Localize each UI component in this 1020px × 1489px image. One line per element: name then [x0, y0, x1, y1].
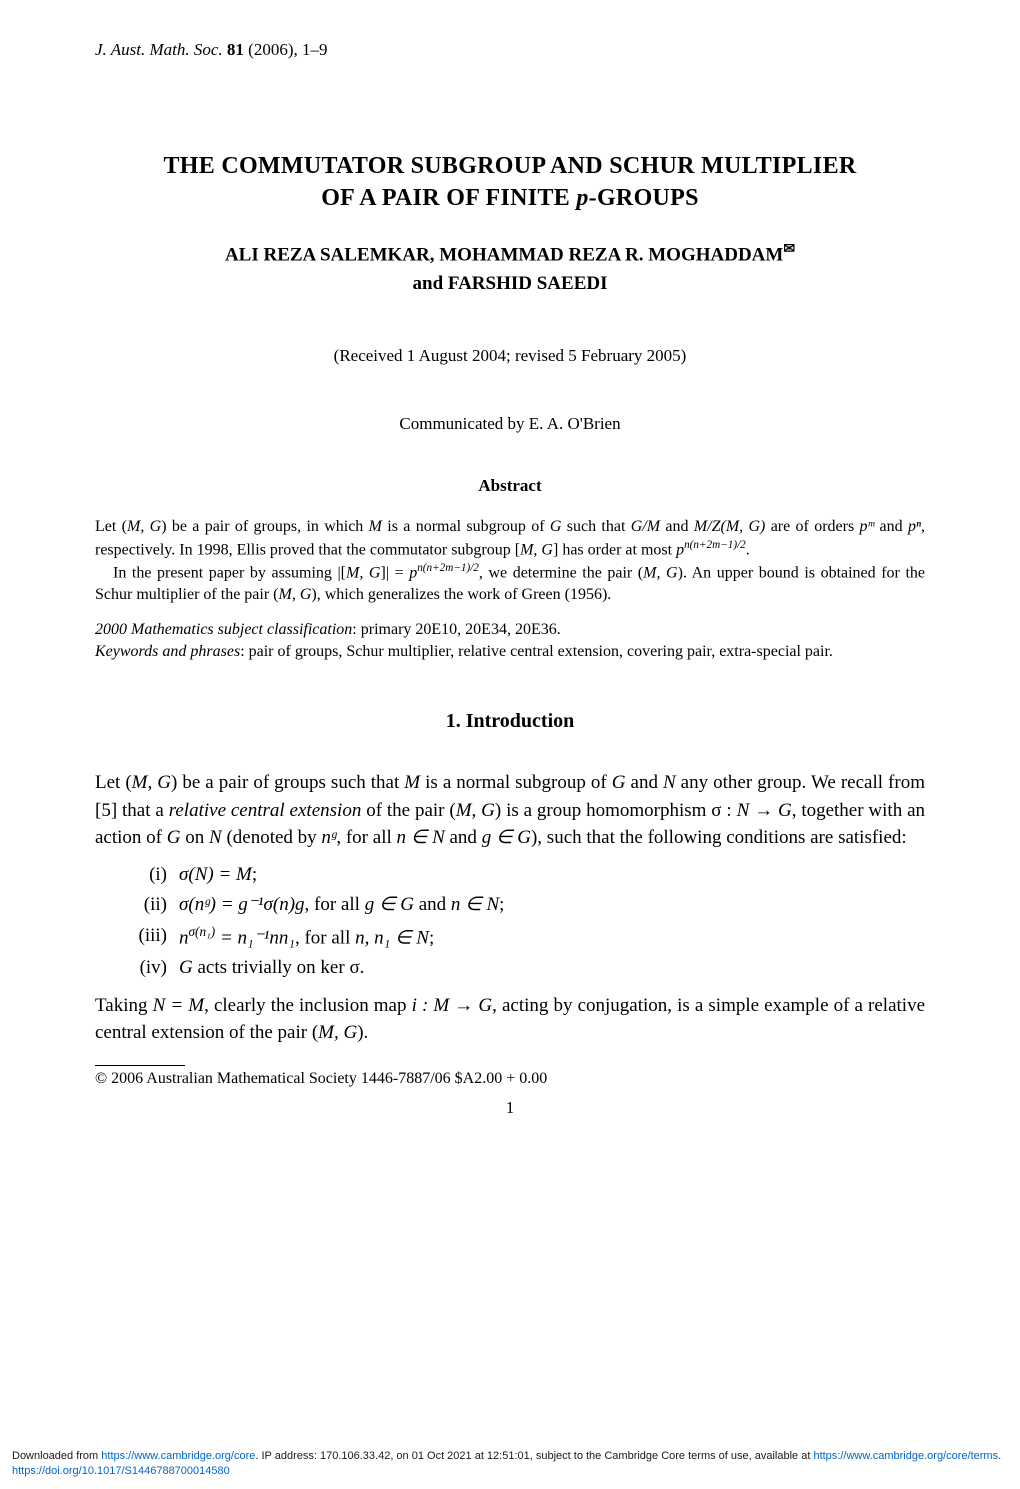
- keywords-label: Keywords and phrases: [95, 643, 240, 660]
- cambridge-terms-link[interactable]: https://www.cambridge.org/core/terms: [813, 1450, 998, 1462]
- condition-iii: (iii) nσ(n₁) = n₁⁻¹nn₁, for all n, n₁ ∈ …: [123, 921, 925, 954]
- msc-value: : primary 20E10, 20E34, 20E36.: [352, 621, 560, 638]
- communicated-line: Communicated by E. A. O'Brien: [95, 414, 925, 434]
- journal-volume: 81: [227, 40, 244, 59]
- keywords: Keywords and phrases: pair of groups, Sc…: [95, 641, 925, 663]
- authors-and: and: [413, 273, 448, 294]
- paper-title: THE COMMUTATOR SUBGROUP AND SCHUR MULTIP…: [95, 150, 925, 215]
- msc-classification: 2000 Mathematics subject classification:…: [95, 619, 925, 641]
- keywords-value: : pair of groups, Schur multiplier, rela…: [240, 643, 833, 660]
- abstract-p1: Let (M, G) be a pair of groups, in which…: [95, 516, 925, 561]
- journal-header: J. Aust. Math. Soc. 81 (2006), 1–9: [95, 40, 925, 60]
- section-1-heading: 1. Introduction: [95, 710, 925, 733]
- conditions-list: (i) σ(N) = M; (ii) σ(nᵍ) = g⁻¹σ(n)g, for…: [123, 860, 925, 984]
- corresponding-icon: ✉: [783, 242, 795, 257]
- page-number: 1: [95, 1098, 925, 1118]
- footnote-rule: [95, 1065, 185, 1066]
- abstract-body: Let (M, G) be a pair of groups, in which…: [95, 516, 925, 605]
- section1-p2: Taking N = M, clearly the inclusion map …: [95, 992, 925, 1047]
- abstract-p2: In the present paper by assuming |[M, G]…: [95, 561, 925, 606]
- condition-ii: (ii) σ(nᵍ) = g⁻¹σ(n)g, for all g ∈ G and…: [123, 890, 925, 920]
- journal-year-pages: (2006), 1–9: [248, 40, 327, 59]
- cambridge-core-link[interactable]: https://www.cambridge.org/core: [101, 1450, 255, 1462]
- received-line: (Received 1 August 2004; revised 5 Febru…: [95, 346, 925, 366]
- section1-p1: Let (M, G) be a pair of groups such that…: [95, 769, 925, 852]
- title-line1: THE COMMUTATOR SUBGROUP AND SCHUR MULTIP…: [163, 153, 856, 179]
- authors: ALI REZA SALEMKAR, MOHAMMAD REZA R. MOGH…: [95, 239, 925, 298]
- authors-line2: FARSHID SAEEDI: [448, 273, 608, 294]
- journal-name: J. Aust. Math. Soc.: [95, 40, 223, 59]
- authors-line1: ALI REZA SALEMKAR, MOHAMMAD REZA R. MOGH…: [225, 244, 783, 265]
- section-1-body: Let (M, G) be a pair of groups such that…: [95, 769, 925, 1047]
- condition-i: (i) σ(N) = M;: [123, 860, 925, 890]
- condition-iv: (iv) G acts trivially on ker σ.: [123, 953, 925, 983]
- copyright-line: © 2006 Australian Mathematical Society 1…: [95, 1070, 925, 1088]
- doi-link[interactable]: https://doi.org/10.1017/S144678870001458…: [12, 1465, 230, 1477]
- msc-label: 2000 Mathematics subject classification: [95, 621, 352, 638]
- download-footer: Downloaded from https://www.cambridge.or…: [0, 1449, 1020, 1479]
- title-line2: OF A PAIR OF FINITE p-GROUPS: [321, 185, 699, 211]
- abstract-heading: Abstract: [95, 476, 925, 496]
